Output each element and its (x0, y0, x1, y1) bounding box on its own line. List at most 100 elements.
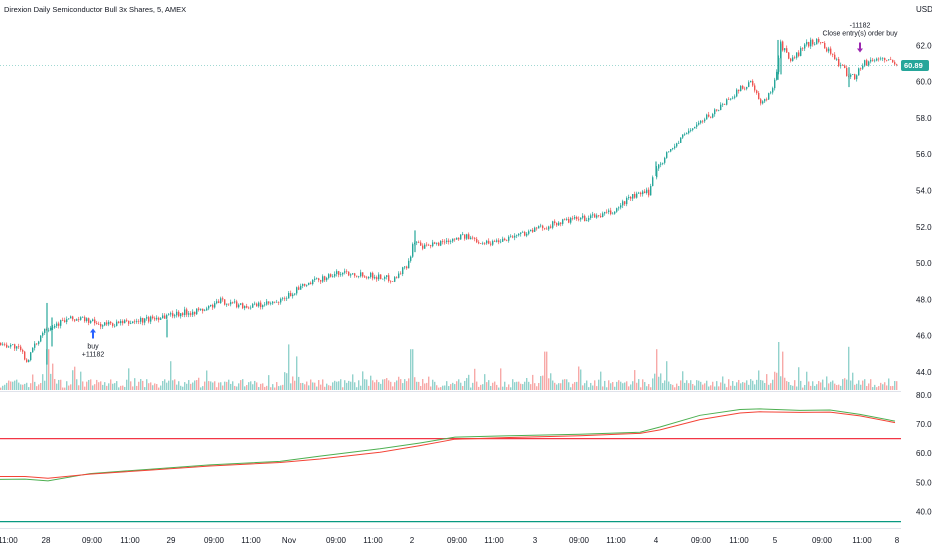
candle-body (70, 316, 72, 319)
volume-bar (648, 384, 650, 390)
candle-body (844, 65, 846, 69)
volume-bar (738, 379, 740, 390)
candle-body (372, 272, 374, 279)
candle-body (518, 233, 520, 236)
candle-body (846, 68, 848, 76)
candle-body (22, 349, 24, 352)
volume-bar (38, 384, 40, 390)
volume-bar (636, 382, 638, 390)
volume-bar (856, 383, 858, 390)
volume-bar (282, 384, 284, 390)
candle-body (410, 256, 412, 261)
volume-bar (144, 387, 146, 390)
candle-body (870, 59, 872, 62)
volume-bar (776, 372, 778, 390)
volume-bar (80, 371, 82, 390)
volume-bar (590, 382, 592, 390)
candle-body (544, 228, 546, 229)
volume-bar (704, 383, 706, 390)
candle-body (670, 148, 672, 152)
volume-bar (790, 385, 792, 390)
candle-body (836, 59, 838, 60)
volume-bar (574, 382, 576, 390)
time-tick-label: 11:00 (852, 536, 872, 545)
price-tick-label: 60.00 (916, 78, 932, 87)
volume-bar (484, 374, 486, 390)
candle-body (132, 321, 134, 324)
time-tick-label: 11:00 (120, 536, 140, 545)
volume-bar (554, 382, 556, 390)
candle-body (170, 313, 172, 315)
volume-bar (96, 379, 98, 390)
candle-body (892, 59, 894, 63)
volume-bar (252, 384, 254, 390)
volume-bar (510, 387, 512, 390)
volume-bar (360, 385, 362, 390)
volume-bar (86, 381, 88, 390)
volume-bar (382, 379, 384, 390)
candle-body (502, 238, 504, 242)
volume-bar (660, 373, 662, 390)
volume-bar (72, 370, 74, 390)
volume-bar (512, 379, 514, 390)
volume-bar (676, 383, 678, 390)
candle-body (858, 68, 860, 76)
candle-body (524, 232, 526, 236)
candle-body (124, 320, 126, 324)
volume-bar (646, 386, 648, 390)
candle-body (206, 308, 208, 311)
candle-body (514, 235, 516, 238)
candle-body (820, 41, 822, 43)
volume-bar (204, 381, 206, 390)
candle-body (102, 325, 104, 327)
candle-body (638, 192, 640, 194)
candle-body (244, 306, 246, 309)
candle-body (272, 301, 274, 304)
candle-body (376, 277, 378, 280)
currency-label[interactable]: USD (916, 5, 932, 14)
candle-body (384, 276, 386, 279)
candle-body (550, 226, 552, 228)
volume-bar (712, 381, 714, 390)
volume-bar (322, 379, 324, 390)
volume-bar (418, 381, 420, 390)
candle-body (530, 229, 532, 232)
volume-bar (508, 384, 510, 390)
candle-body (896, 64, 898, 65)
candle-body (48, 329, 50, 331)
candle-body (810, 39, 812, 47)
volume-bar (562, 379, 564, 390)
candle-body (580, 217, 582, 220)
volume-bar (896, 381, 898, 390)
volume-bar (190, 383, 192, 390)
volume-bar (724, 383, 726, 390)
volume-bar (442, 385, 444, 390)
candle-body (666, 152, 668, 158)
volume-bar (568, 382, 570, 390)
volume-bar (364, 379, 366, 390)
candle-body (634, 194, 636, 198)
candle-body (60, 320, 62, 326)
candle-body (324, 276, 326, 281)
volume-bar (422, 378, 424, 390)
volume-bar (152, 385, 154, 390)
price-tick-label: 52.00 (916, 223, 932, 232)
volume-bar (506, 387, 508, 390)
volume-bar (320, 384, 322, 390)
volume-bar (546, 351, 548, 390)
candle-body (354, 273, 356, 276)
candle-body (672, 148, 674, 149)
volume-bar (110, 379, 112, 390)
time-tick-label: 11:00 (484, 536, 504, 545)
volume-bar (798, 367, 800, 390)
volume-bar (784, 377, 786, 390)
candle-body (300, 285, 302, 290)
volume-bar (748, 384, 750, 390)
volume-bar (872, 387, 874, 390)
volume-bar (104, 382, 106, 390)
candle-body (76, 319, 78, 321)
candle-body (230, 302, 232, 305)
candle-body (50, 327, 52, 330)
volume-bar (624, 382, 626, 390)
